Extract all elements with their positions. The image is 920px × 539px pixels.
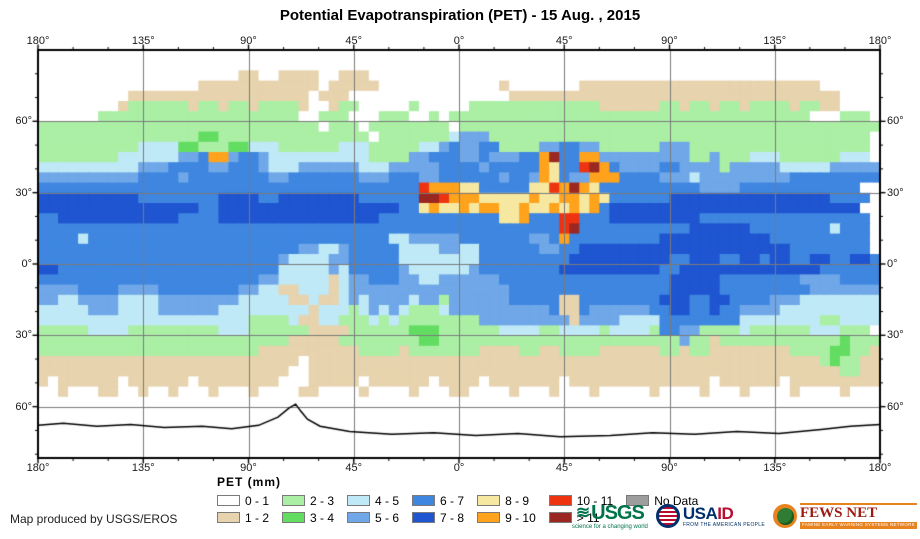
axis-label-right: 30°	[887, 329, 904, 342]
axis-label-bottom: 135°	[131, 462, 155, 474]
legend-items: 0 - 1 1 - 2 2 - 3 3 - 4 4 - 5 5 - 6 6 - 7 7 - 8…	[217, 493, 698, 525]
usaid-wordmark: USAID	[683, 505, 765, 522]
legend-item: 1 - 2	[217, 510, 270, 525]
axis-label-bottom: 180°	[868, 462, 892, 474]
legend-label: 9 - 10	[505, 510, 536, 525]
legend-label: 10 - 11	[576, 493, 614, 508]
axis-label-bottom: 135°	[763, 462, 787, 474]
legend-swatch	[347, 512, 371, 523]
axis-label-top: 180°	[26, 35, 50, 47]
legend-label: 0 - 1	[245, 493, 270, 508]
fewsnet-logo: FEWS NET FAMINE EARLY WARNING SYSTEMS NE…	[773, 503, 917, 529]
legend-item: 4 - 5	[347, 493, 400, 508]
legend-swatch	[412, 512, 436, 523]
axis-label-bottom: 180°	[26, 462, 50, 474]
axis-label-top: 90°	[240, 35, 257, 47]
legend-label: > 11	[576, 510, 600, 525]
legend-label: 6 - 7	[440, 493, 465, 508]
legend-swatch	[548, 512, 572, 523]
legend-label: 4 - 5	[375, 493, 400, 508]
legend-item: 0 - 1	[217, 493, 270, 508]
usgs-waves-icon: ≋	[575, 503, 591, 522]
legend-item: 5 - 6	[347, 510, 400, 525]
usgs-tagline: science for a changing world	[571, 523, 648, 530]
axis-label-top: 0°	[453, 35, 465, 47]
axis-label-top: 135°	[763, 35, 787, 47]
legend-column: 10 - 11 > 11	[548, 493, 614, 525]
legend-item: 2 - 3	[282, 493, 335, 508]
legend-swatch	[412, 495, 436, 506]
fewsnet-tagline: FAMINE EARLY WARNING SYSTEMS NETWORK	[800, 522, 917, 529]
legend-swatch	[217, 512, 240, 523]
legend-item: > 11	[548, 510, 613, 525]
logo-strip: ≋ USGS science for a changing world USAI…	[572, 497, 917, 535]
usgs-wordmark: USGS	[591, 501, 645, 524]
legend-item: 6 - 7	[412, 493, 465, 508]
axis-label-bottom: 45°	[345, 462, 363, 474]
usaid-seal-icon	[655, 504, 680, 528]
usgs-logo: ≋ USGS science for a changing world	[572, 503, 648, 530]
axis-label-top: 180°	[868, 35, 892, 47]
usaid-word-usa: USA	[682, 503, 718, 523]
axis-label-top: 45°	[555, 35, 573, 47]
legend-label: 8 - 9	[505, 493, 530, 508]
axis-label-right: 30°	[887, 186, 904, 199]
legend-item: 10 - 11	[548, 493, 614, 508]
legend: PET (mm) 0 - 1 1 - 2 2 - 3 3 - 4 4 - 5 5 - 6 6…	[217, 475, 698, 525]
axis-label-top: 90°	[661, 35, 678, 47]
legend-column: 4 - 5 5 - 6	[347, 493, 400, 525]
axis-label-top: 45°	[345, 35, 363, 47]
axis-label-bottom: 45°	[555, 462, 573, 474]
legend-label: 1 - 2	[245, 510, 270, 525]
axis-label-left: 30°	[15, 186, 32, 199]
legend-item: 3 - 4	[282, 510, 335, 525]
axis-label-left: 60°	[15, 400, 32, 413]
axis-label-right: 60°	[887, 115, 904, 128]
legend-item: 7 - 8	[412, 510, 465, 525]
legend-swatch	[282, 512, 306, 523]
legend-swatch	[217, 495, 240, 506]
legend-title: PET (mm)	[217, 475, 282, 489]
axis-label-bottom: 90°	[661, 462, 678, 474]
axis-label-right: 60°	[887, 400, 904, 413]
axis-label-bottom: 0°	[453, 462, 465, 474]
axis-label-left: 30°	[15, 329, 32, 342]
fewsnet-wordmark: FEWS NET	[800, 503, 917, 521]
legend-column: 6 - 7 7 - 8	[412, 493, 465, 525]
legend-swatch	[282, 495, 306, 506]
fewsnet-globe-icon	[773, 504, 798, 528]
legend-column: 8 - 9 9 - 10	[477, 493, 536, 525]
legend-swatch	[548, 495, 572, 506]
legend-swatch	[477, 512, 501, 523]
axis-label-top: 135°	[131, 35, 155, 47]
map-title: Potential Evapotranspiration (PET) - 15 …	[279, 7, 641, 24]
legend-column: 2 - 3 3 - 4	[282, 493, 335, 525]
axis-label-right: 0°	[887, 257, 898, 270]
legend-swatch	[347, 495, 371, 506]
legend-label: 5 - 6	[375, 510, 400, 525]
axis-label-left: 60°	[15, 115, 32, 128]
legend-label: 7 - 8	[440, 510, 465, 525]
legend-item: 9 - 10	[477, 510, 536, 525]
legend-item: 8 - 9	[477, 493, 536, 508]
usaid-word-id: ID	[717, 503, 734, 523]
axis-label-left: 0°	[21, 257, 32, 270]
legend-column: 0 - 1 1 - 2	[217, 493, 270, 525]
legend-swatch	[626, 495, 650, 506]
usaid-tagline: FROM THE AMERICAN PEOPLE	[682, 521, 766, 528]
usaid-logo: USAID FROM THE AMERICAN PEOPLE	[655, 504, 766, 528]
axis-label-bottom: 90°	[240, 462, 257, 474]
legend-swatch	[477, 495, 501, 506]
legend-label: 3 - 4	[310, 510, 335, 525]
credit-text: Map produced by USGS/EROS	[10, 512, 178, 526]
legend-label: 2 - 3	[310, 493, 335, 508]
